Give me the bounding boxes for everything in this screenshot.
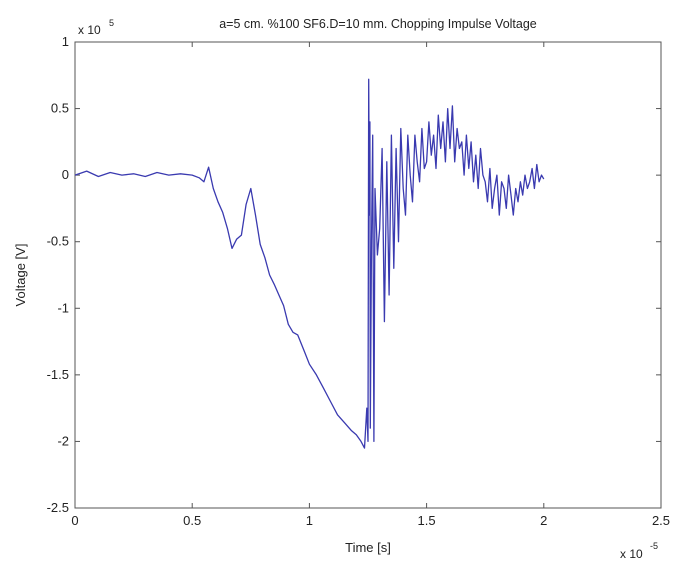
y-tick-label: 0.5 (51, 101, 69, 116)
axis-ticks: 0 0.5 1 1.5 2 2.5 1 0.5 0 -0.5 -1 -1.5 -2 -2.5 (47, 34, 670, 528)
x-tick-label: 1.5 (418, 513, 436, 528)
y-exponent-power: 5 (109, 18, 114, 28)
y-tick-label: -2 (57, 433, 69, 448)
x-tick-label: 2.5 (652, 513, 670, 528)
y-tick-label: 0 (62, 167, 69, 182)
chart-title: a=5 cm. %100 SF6.D=10 mm. Chopping Impul… (219, 17, 537, 31)
series-layer (74, 78, 545, 449)
series-line-0 (74, 78, 545, 449)
y-tick-label: -1 (57, 300, 69, 315)
x-tick-label: 2 (540, 513, 547, 528)
y-tick-label: 1 (62, 34, 69, 49)
x-tick-label: 1 (306, 513, 313, 528)
y-axis-label: Voltage [V] (13, 244, 28, 307)
x-exponent-label: x 10 -5 (620, 541, 658, 561)
y-tick-label: -2.5 (47, 500, 69, 515)
y-exponent-label: x 10 5 (78, 18, 114, 37)
x-exponent-base: x 10 (620, 547, 643, 561)
x-exponent-power: -5 (650, 541, 658, 551)
x-tick-label: 0 (71, 513, 78, 528)
y-tick-label: -1.5 (47, 367, 69, 382)
x-axis-label: Time [s] (345, 540, 391, 555)
y-exponent-base: x 10 (78, 23, 101, 37)
y-tick-label: -0.5 (47, 234, 69, 249)
x-tick-label: 0.5 (183, 513, 201, 528)
